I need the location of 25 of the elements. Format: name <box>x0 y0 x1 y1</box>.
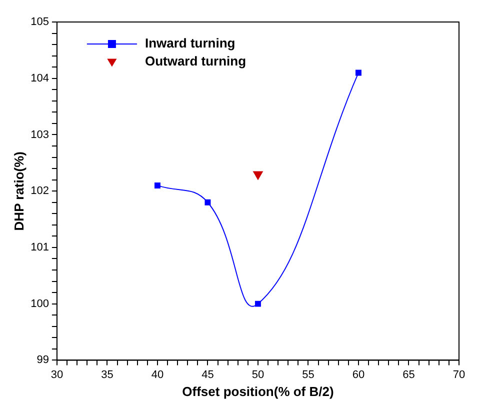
point <box>255 300 261 307</box>
y-tick-label: 100 <box>30 298 49 310</box>
y-tick-label: 103 <box>30 128 49 141</box>
x-tick-label: 55 <box>302 368 314 381</box>
y-tick-label: 105 <box>30 16 49 28</box>
y-tick-label: 104 <box>30 72 49 84</box>
x-tick-label: 65 <box>402 368 415 381</box>
x-tick-label: 45 <box>202 368 214 381</box>
y-tick-label: 99 <box>36 354 49 366</box>
x-tick-label: 70 <box>452 368 466 381</box>
point <box>253 171 263 180</box>
x-tick-label: 30 <box>50 368 64 381</box>
x-axis-title: Offset position(% of B/2) <box>182 384 334 399</box>
y-tick-label: 101 <box>30 242 49 254</box>
x-tick-label: 40 <box>151 368 164 381</box>
x-tick-label: 35 <box>101 368 114 381</box>
y-axis-title: DHP ratio(%) <box>11 151 26 231</box>
point <box>204 199 211 206</box>
y-tick-label: 102 <box>30 185 49 198</box>
point <box>356 70 362 76</box>
legend-label: Outward turning <box>144 54 246 69</box>
legend-label: Inward turning <box>144 36 236 51</box>
x-tick-label: 50 <box>252 368 264 381</box>
x-tick-label: 60 <box>352 368 365 381</box>
point <box>154 182 160 188</box>
